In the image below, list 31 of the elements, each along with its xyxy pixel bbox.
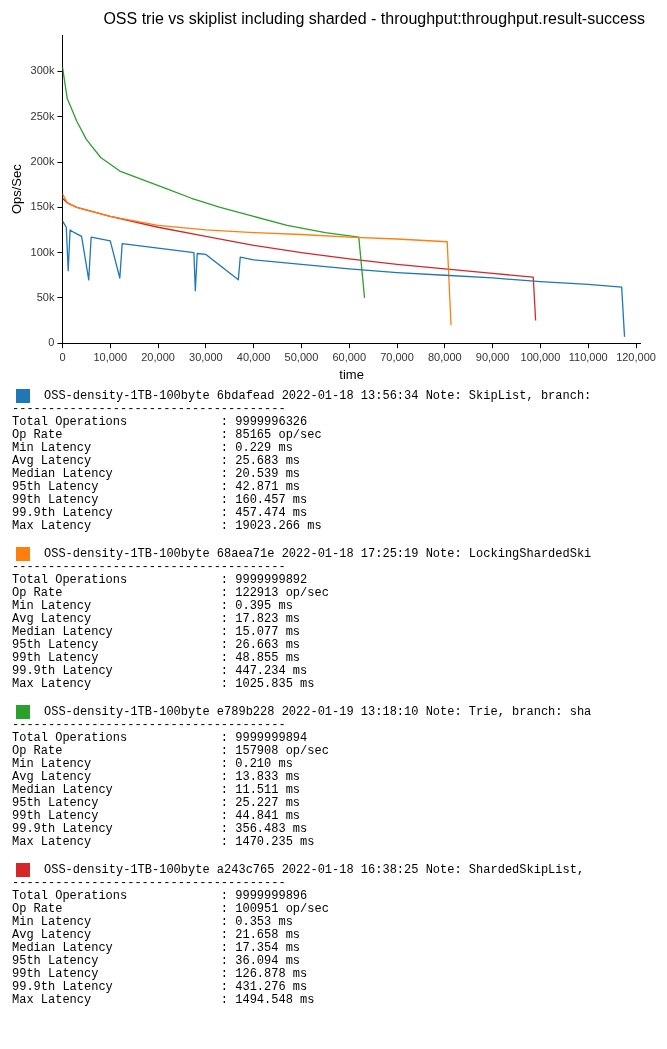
text: -------------------------------------- Total Operations : 9999999894 Op Rate : 157908 op/sec Min Latency : 0.210 ms Avg Latency : 13.833 ms Median Latency : 11.511 ms 95th Latency : 25.227 ms 99th Latency : 44.841 ms 99.9th Latency : 356.483 ms Max Latency : 1470.235 ms: [12, 718, 329, 849]
x-tick-label: 60,000: [332, 350, 367, 363]
x-tick-label: 0: [59, 350, 66, 363]
x-tick-label: 110,000: [568, 350, 608, 363]
x-tick-label: 80,000: [427, 350, 462, 363]
x-tick-label: 40,000: [236, 350, 271, 363]
x-tick-label: 90,000: [475, 350, 510, 363]
y-tick-label: 100k: [30, 245, 55, 258]
x-axis-title: time: [339, 366, 364, 382]
legend-label: OSS-density-1TB-100byte 68aea71e 2022-01-18 17:25:19 Note: LockingShardedSki: [44, 546, 592, 561]
x-tick-label: 50,000: [284, 350, 319, 363]
x-tick-label: 70,000: [380, 350, 414, 363]
y-tick-label: 300k: [30, 64, 55, 77]
y-tick-label: 250k: [30, 109, 55, 122]
text: -------------------------------------- Total Operations : 9999996326 Op Rate : 85165 op/sec Min Latency : 0.229 ms Avg Latency : 25.683 ms Median Latency : 20.539 ms 95th Latency : 42.871 ms 99th Latency : 160.457 ms 99.9th Latency : 457.474 ms Max Latency : 19023.266 ms: [12, 402, 322, 533]
legend-label: OSS-density-1TB-100byte 6bdafead 2022-01-18 13:56:34 Note: SkipList, branch:: [44, 388, 592, 403]
x-tick-label: 10,000: [93, 350, 128, 363]
legend-label: OSS-density-1TB-100byte a243c765 2022-01-18 16:38:25 Note: ShardedSkipList,: [44, 862, 585, 877]
x-tick-label: 100,000: [520, 350, 561, 363]
y-tick-label: 200k: [30, 155, 55, 168]
x-tick-label: 20,000: [141, 350, 175, 363]
y-tick-label: 0: [48, 336, 55, 349]
y-axis-title: Ops/Sec: [9, 163, 25, 215]
y-tick-label: 150k: [30, 200, 55, 213]
chart-title: OSS trie vs skiplist including sharded - throughput:throughput.result-success: [103, 10, 645, 28]
legend-label: OSS-density-1TB-100byte e789b228 2022-01-19 13:18:10 Note: Trie, branch: sha: [44, 704, 592, 719]
text: -------------------------------------- Total Operations : 9999999892 Op Rate : 122913 op/sec Min Latency : 0.395 ms Avg Latency : 17.823 ms Median Latency : 15.077 ms 95th Latency : 26.663 ms 99th Latency : 48.855 ms 99.9th Latency : 447.234 ms Max Latency : 1025.835 ms: [12, 560, 329, 691]
x-tick-label: 120,000: [616, 350, 656, 363]
text: -------------------------------------- Total Operations : 9999999896 Op Rate : 100951 op/sec Min Latency : 0.353 ms Avg Latency : 21.658 ms Median Latency : 17.354 ms 95th Latency : 36.094 ms 99th Latency : 126.878 ms 99.9th Latency : 431.276 ms Max Latency : 1494.548 ms: [12, 876, 329, 1007]
x-tick-label: 30,000: [189, 350, 223, 363]
y-tick-label: 50k: [36, 290, 55, 303]
